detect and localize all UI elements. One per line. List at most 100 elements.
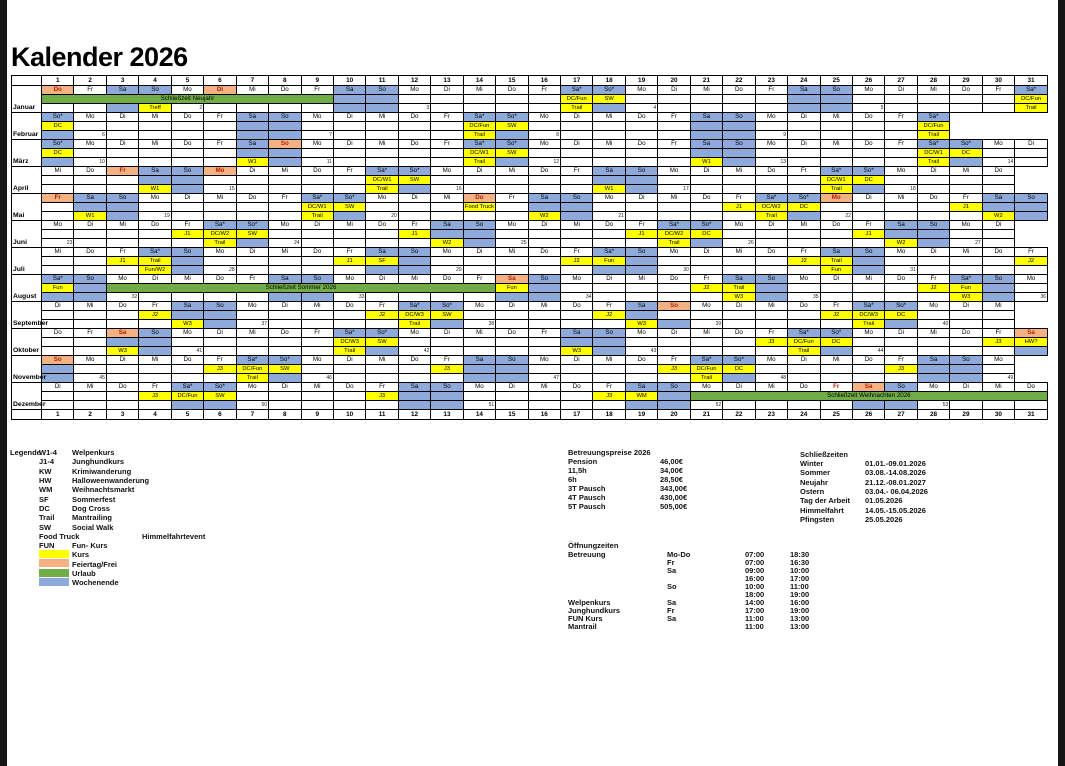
empty-cell xyxy=(689,175,724,185)
hours-label: Mantrail xyxy=(568,622,597,632)
empty-cell xyxy=(527,319,562,329)
event-cell: Trail xyxy=(300,211,334,221)
week-number-cell: 8 xyxy=(527,130,562,140)
day-cell: Mo xyxy=(819,193,853,203)
day-cell: Mi xyxy=(819,139,853,149)
day-cell: Mo xyxy=(397,328,432,338)
event-cell: W2 xyxy=(981,211,1016,221)
event-cell: J1 xyxy=(332,256,367,266)
day-cell: So xyxy=(203,301,237,311)
empty-cell xyxy=(851,373,886,383)
empty-cell xyxy=(203,202,237,212)
day-cell: Mo xyxy=(559,274,594,284)
empty-cell xyxy=(592,229,626,239)
color-swatch xyxy=(39,568,69,577)
empty-cell xyxy=(138,238,172,248)
day-cell: Mo xyxy=(40,220,75,230)
day-cell: Di xyxy=(916,166,951,176)
day-cell: Di xyxy=(73,220,107,230)
day-cell: Di xyxy=(268,301,302,311)
day-cell: Mo xyxy=(527,355,562,365)
hours-from: 11:00 xyxy=(745,622,764,632)
day-cell: Mi xyxy=(754,301,789,311)
event-cell: Trail xyxy=(819,184,853,194)
price-row: 4T Pausch 430,00€ xyxy=(568,493,710,502)
empty-cell xyxy=(462,103,497,113)
event-cell: Trail xyxy=(787,346,821,356)
day-cell: So* xyxy=(397,166,432,176)
day-cell: So xyxy=(397,247,432,257)
void-cell xyxy=(982,130,1015,140)
event-cell: Trail xyxy=(916,130,951,140)
legend-swatch-row: Urlaub xyxy=(10,568,205,578)
empty-cell xyxy=(300,346,334,356)
weekend-cell xyxy=(430,400,464,410)
day-cell: Mo xyxy=(624,85,659,95)
empty-cell xyxy=(268,229,302,239)
empty-cell xyxy=(722,319,756,329)
empty-cell xyxy=(105,310,140,320)
empty-cell xyxy=(203,121,237,131)
weekend-cell xyxy=(592,175,626,185)
price-value: 34,00€ xyxy=(660,466,683,475)
day-cell: Do xyxy=(916,193,951,203)
weekend-cell xyxy=(203,310,237,320)
day-cell: Sa xyxy=(689,139,724,149)
event-cell: W3 xyxy=(624,319,659,329)
empty-cell xyxy=(754,229,789,239)
day-cell: Mo xyxy=(73,355,107,365)
empty-cell xyxy=(884,346,918,356)
empty-cell xyxy=(981,256,1016,266)
day-cell: Fr xyxy=(819,382,853,392)
price-label: 6h xyxy=(568,475,577,484)
hours-from: 16:00 xyxy=(745,573,765,583)
event-cell: Trail xyxy=(138,256,172,266)
empty-cell xyxy=(462,391,497,401)
empty-cell xyxy=(203,130,237,140)
day-cell: Mo xyxy=(527,112,562,122)
event-cell: W3 xyxy=(559,346,594,356)
day-cell: Fr xyxy=(787,166,821,176)
day-number: 11 xyxy=(365,409,399,420)
day-cell: Do xyxy=(624,112,659,122)
day-cell: Mi xyxy=(203,193,237,203)
weekend-cell xyxy=(722,121,756,131)
empty-cell xyxy=(657,175,691,185)
void-cell xyxy=(1014,130,1048,140)
legend-extra: Himmelfahrtevent xyxy=(142,531,206,541)
empty-cell xyxy=(40,202,75,212)
weekend-cell xyxy=(819,346,853,356)
empty-cell xyxy=(851,364,886,374)
day-cell: Mi xyxy=(235,85,270,95)
event-cell: DC/W1 xyxy=(819,175,853,185)
day-cell: Do xyxy=(105,301,140,311)
hours-to: 16:00 xyxy=(790,598,810,608)
closure-dates: 01.05.2026 xyxy=(865,496,903,506)
day-cell: So* xyxy=(689,220,724,230)
day-cell: Mo xyxy=(884,166,918,176)
day-cell: Sa xyxy=(430,220,464,230)
week-number-cell: 48 xyxy=(754,373,789,383)
week-number-cell: 30 xyxy=(657,265,691,275)
weekend-cell xyxy=(624,184,659,194)
empty-cell xyxy=(624,211,659,221)
empty-cell xyxy=(592,364,626,374)
day-cell: So xyxy=(657,382,691,392)
week-number-cell: 33 xyxy=(332,292,367,302)
empty-cell xyxy=(73,391,107,401)
empty-cell xyxy=(235,256,270,266)
empty-cell xyxy=(268,337,302,347)
day-cell: Mi xyxy=(592,112,626,122)
week-number-cell: 52 xyxy=(689,400,724,410)
day-cell: Mi xyxy=(462,85,497,95)
event-cell: Fun xyxy=(495,283,529,293)
empty-cell xyxy=(138,121,172,131)
day-cell: Sa* xyxy=(462,112,497,122)
day-cell: Fr xyxy=(787,247,821,257)
empty-cell xyxy=(689,292,724,302)
closure-dates: 21.12.-08.01.2027 xyxy=(865,477,926,487)
weekend-cell xyxy=(462,364,497,374)
weekend-cell xyxy=(73,283,107,293)
empty-cell xyxy=(203,175,237,185)
day-cell: So* xyxy=(722,355,756,365)
